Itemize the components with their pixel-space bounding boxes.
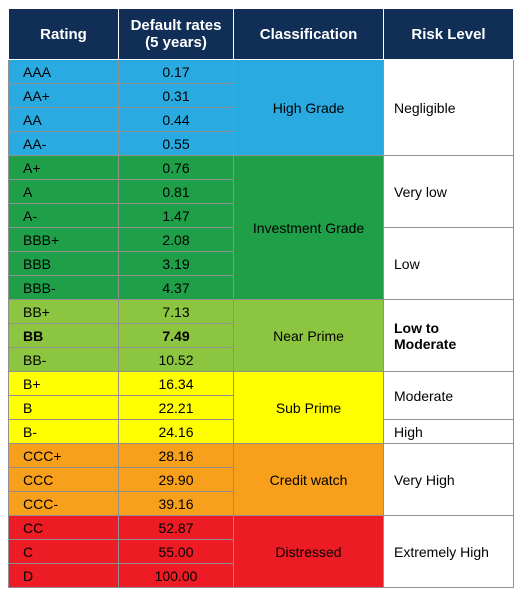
classification-cell: High Grade (234, 60, 384, 156)
rate-cell: 7.49 (119, 324, 234, 348)
rate-cell: 0.31 (119, 84, 234, 108)
rate-cell: 0.76 (119, 156, 234, 180)
rate-cell: 7.13 (119, 300, 234, 324)
rating-cell: A (9, 180, 119, 204)
rating-cell: AA- (9, 132, 119, 156)
risk-cell: Extremely High (384, 516, 514, 588)
table-row: B+16.34Sub PrimeModerate (9, 372, 514, 396)
rating-cell: CCC+ (9, 444, 119, 468)
rating-cell: AAA (9, 60, 119, 84)
rating-cell: AA (9, 108, 119, 132)
rate-cell: 39.16 (119, 492, 234, 516)
rate-cell: 52.87 (119, 516, 234, 540)
table-row: CC52.87DistressedExtremely High (9, 516, 514, 540)
rating-cell: C (9, 540, 119, 564)
rating-cell: B- (9, 420, 119, 444)
classification-cell: Distressed (234, 516, 384, 588)
rate-cell: 10.52 (119, 348, 234, 372)
header-risk-level: Risk Level (384, 9, 514, 60)
risk-cell: Very low (384, 156, 514, 228)
risk-cell: Very High (384, 444, 514, 516)
rate-cell: 0.44 (119, 108, 234, 132)
rating-cell: BBB+ (9, 228, 119, 252)
table-row: CCC+28.16Credit watchVery High (9, 444, 514, 468)
rate-cell: 16.34 (119, 372, 234, 396)
classification-cell: Sub Prime (234, 372, 384, 444)
classification-cell: Credit watch (234, 444, 384, 516)
rate-cell: 0.55 (119, 132, 234, 156)
rate-cell: 100.00 (119, 564, 234, 588)
classification-cell: Near Prime (234, 300, 384, 372)
header-default-rates: Default rates (5 years) (119, 9, 234, 60)
risk-cell: High (384, 420, 514, 444)
rate-cell: 29.90 (119, 468, 234, 492)
table-row: BB+7.13Near PrimeLow to Moderate (9, 300, 514, 324)
risk-cell: Negligible (384, 60, 514, 156)
rating-cell: D (9, 564, 119, 588)
rate-cell: 3.19 (119, 252, 234, 276)
rate-cell: 2.08 (119, 228, 234, 252)
rating-cell: BBB (9, 252, 119, 276)
rating-cell: BBB- (9, 276, 119, 300)
rating-cell: BB (9, 324, 119, 348)
table-row: AAA0.17High GradeNegligible (9, 60, 514, 84)
classification-cell: Investment Grade (234, 156, 384, 300)
rate-cell: 28.16 (119, 444, 234, 468)
rate-cell: 22.21 (119, 396, 234, 420)
rating-cell: A- (9, 204, 119, 228)
rating-cell: BB+ (9, 300, 119, 324)
ratings-table: Rating Default rates (5 years) Classific… (8, 8, 514, 588)
rating-cell: CC (9, 516, 119, 540)
risk-cell: Moderate (384, 372, 514, 420)
rate-cell: 0.17 (119, 60, 234, 84)
rating-cell: CCC (9, 468, 119, 492)
rating-cell: BB- (9, 348, 119, 372)
rate-cell: 1.47 (119, 204, 234, 228)
rate-cell: 4.37 (119, 276, 234, 300)
rating-cell: B (9, 396, 119, 420)
rate-cell: 55.00 (119, 540, 234, 564)
rate-cell: 0.81 (119, 180, 234, 204)
rating-cell: CCC- (9, 492, 119, 516)
risk-cell: Low to Moderate (384, 300, 514, 372)
header-classification: Classification (234, 9, 384, 60)
rating-cell: A+ (9, 156, 119, 180)
risk-cell: Low (384, 228, 514, 300)
rating-cell: B+ (9, 372, 119, 396)
header-row: Rating Default rates (5 years) Classific… (9, 9, 514, 60)
rating-cell: AA+ (9, 84, 119, 108)
table-row: A+0.76Investment GradeVery low (9, 156, 514, 180)
header-rating: Rating (9, 9, 119, 60)
rate-cell: 24.16 (119, 420, 234, 444)
